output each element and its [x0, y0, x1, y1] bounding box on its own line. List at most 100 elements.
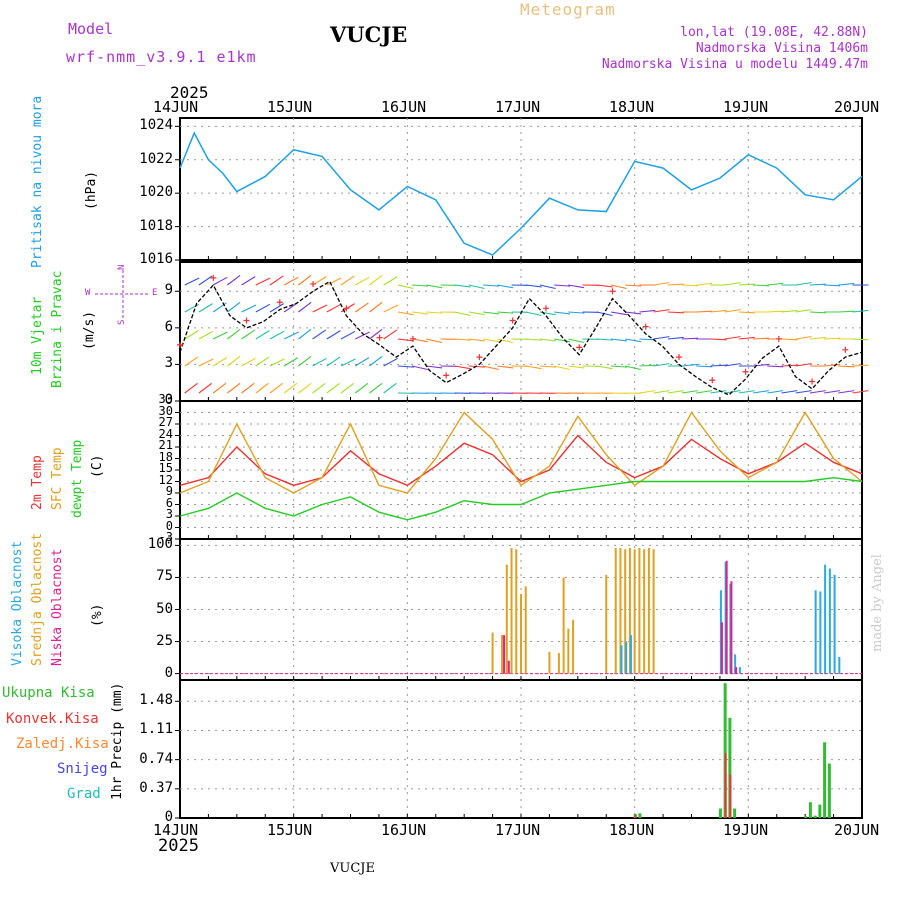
date-label-bottom-0: 14JUN: [153, 821, 199, 839]
y-tick-cloud: 0: [164, 664, 173, 681]
wind-barb: [198, 275, 213, 286]
cloud-bar: [734, 654, 737, 674]
wind-barb: [184, 303, 200, 313]
wind-barb: [767, 390, 784, 394]
wind-gust-marker: [842, 346, 849, 353]
wind-barb: [269, 303, 284, 313]
y-tick-temp: 12: [158, 472, 173, 487]
wind-gust-marker: [775, 335, 782, 342]
wind-barb: [283, 357, 299, 367]
wind-barb: [283, 382, 298, 394]
wind-barb: [824, 337, 841, 340]
wind-barb: [227, 301, 241, 313]
wind-barb: [298, 328, 312, 340]
wind-barb: [482, 365, 499, 371]
wind-barb: [610, 365, 627, 368]
y-tick-temp: 9: [165, 484, 173, 498]
cloud-bar: [643, 549, 646, 674]
wind-barb: [525, 338, 542, 341]
wind-barb: [625, 311, 642, 315]
wind-barb: [610, 338, 627, 342]
precip-bar: [818, 804, 822, 818]
wind-barb: [682, 284, 699, 287]
wind-barb: [525, 365, 542, 370]
wind-barb: [241, 357, 256, 367]
credit-text: made by Angel: [870, 554, 885, 652]
y-tick-temp: 24: [158, 426, 173, 441]
temp-line-1: [179, 411, 863, 494]
wind-barb: [483, 338, 499, 343]
y-tick-temp: 33: [158, 392, 173, 406]
wind-barb: [340, 358, 356, 367]
wind-barb: [497, 311, 514, 314]
y-tick-cloud: 100: [147, 536, 173, 553]
wind-barb: [667, 311, 684, 314]
y-tick-cloud: 75: [156, 568, 173, 585]
wind-barb: [781, 309, 798, 313]
wind-barb: [653, 336, 670, 340]
date-label-top-4: 18JUN: [609, 98, 655, 116]
wind-barb: [312, 357, 327, 367]
wind-barb: [241, 276, 256, 286]
precip-bar: [733, 808, 737, 818]
wind-barb: [681, 390, 698, 394]
wind-gust-marker: [443, 372, 450, 379]
wind-dir-w: W: [85, 288, 91, 298]
wind-barb: [852, 309, 869, 313]
precip-legend-frozen: Zaledj.Kisa: [16, 736, 109, 752]
year-bottom: 2025: [158, 836, 199, 856]
cloud-bar: [735, 667, 738, 674]
wind-barb: [568, 311, 585, 314]
y-tick-pressure: 1024: [139, 117, 173, 134]
pressure-unit: (hPa): [84, 170, 99, 210]
precip-bar: [804, 816, 808, 818]
wind-barb: [426, 311, 443, 314]
wind-barb: [454, 365, 471, 370]
wind-barb: [710, 309, 727, 313]
precip-bar: [728, 717, 732, 818]
wind-barb: [809, 311, 826, 314]
wind-barb: [767, 282, 784, 286]
wind-barb: [241, 304, 257, 313]
pressure-line: [179, 131, 863, 256]
precip-legend-snow: Snijeg: [57, 761, 108, 777]
cloud-bar: [524, 586, 527, 674]
wind-barb: [653, 309, 670, 313]
temp-line-0: [179, 434, 863, 487]
wind-barb: [738, 336, 755, 340]
wind-gust-marker: [177, 341, 183, 348]
wind-barb: [326, 303, 342, 313]
wind-barb: [625, 284, 642, 287]
wind-barb: [554, 365, 570, 371]
date-label-top-3: 17JUN: [495, 98, 541, 116]
y-tick-pressure: 1020: [139, 184, 173, 201]
date-label-bottom-5: 19JUN: [723, 821, 769, 839]
wind-dir-s: S: [117, 319, 127, 325]
wind-label-1: 10m Vjetar: [30, 296, 45, 375]
wind-barb: [639, 364, 656, 367]
wind-barb: [852, 338, 869, 341]
wind-gust-marker: [243, 317, 250, 324]
wind-barb: [283, 331, 299, 340]
wind-barb: [426, 338, 443, 344]
wind-barb: [724, 282, 741, 286]
wind-barb: [781, 390, 798, 394]
wind-barb: [198, 330, 214, 340]
cloud-label-3: Niska Oblacnost: [50, 548, 65, 666]
panel-frame-temp: [179, 400, 863, 540]
wind-barb: [696, 390, 713, 394]
cloud-bar: [652, 549, 655, 674]
wind-barb: [610, 311, 627, 316]
wind-barb: [255, 356, 270, 367]
y-tick-pressure: 1016: [139, 251, 173, 267]
wind-gust-marker: [376, 334, 383, 341]
wind-barb: [824, 284, 841, 287]
wind-barb: [184, 277, 200, 286]
wind-barb: [198, 382, 213, 394]
wind-barb: [326, 382, 340, 394]
cloud-bar: [819, 591, 822, 674]
cloud-bar: [520, 594, 522, 674]
model-name: wrf-nmm_v3.9.1 e1km: [66, 48, 257, 66]
wind-barb: [255, 382, 269, 394]
wind-barb: [682, 337, 699, 340]
